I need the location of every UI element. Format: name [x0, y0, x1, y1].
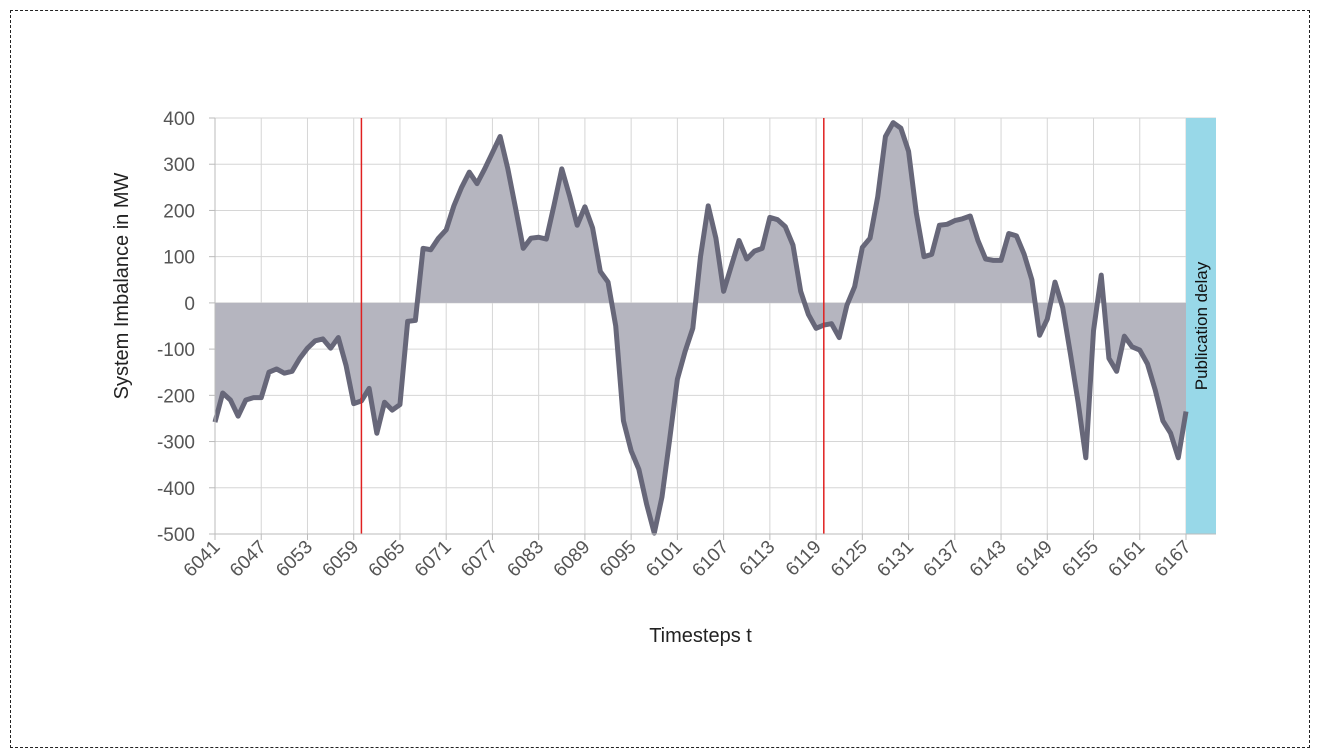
x-tick-label: 6113 [736, 537, 780, 581]
y-axis-title: System Imbalance in MW [111, 173, 133, 400]
y-tick-label: 0 [184, 294, 195, 315]
x-tick-label: 6119 [782, 537, 826, 581]
x-axis-title: Timesteps t [649, 625, 752, 647]
x-tick-label: 6077 [457, 537, 502, 582]
y-tick-label: -300 [157, 433, 195, 454]
x-tick-label: 6047 [226, 537, 271, 582]
y-tick-label: -100 [157, 340, 195, 361]
x-tick-label: 6137 [920, 537, 965, 582]
y-tick-label: -500 [157, 525, 195, 546]
x-tick-label: 6107 [688, 537, 733, 582]
x-tick-label: 6065 [365, 537, 410, 582]
x-tick-label: 6149 [1012, 537, 1057, 582]
x-tick-label: 6089 [550, 537, 595, 582]
y-tick-label: 100 [163, 248, 195, 269]
x-tick-label: 6143 [966, 537, 1011, 582]
y-tick-label: -200 [157, 386, 195, 407]
publication-delay-band [1186, 118, 1216, 534]
x-tick-label: 6083 [503, 537, 548, 582]
chart-frame [10, 10, 1310, 748]
x-tick-label: 6059 [319, 537, 364, 582]
x-tick-label: 6125 [827, 537, 872, 582]
x-tick-label: 6167 [1151, 537, 1196, 582]
x-tick-label: 6053 [272, 537, 317, 582]
x-tick-label: 6131 [873, 537, 918, 582]
x-tick-label: 6071 [411, 537, 456, 582]
x-tick-label: 6095 [596, 537, 641, 582]
imbalance-series-line [212, 120, 1189, 536]
y-tick-label: 400 [163, 109, 195, 130]
y-tick-label: 300 [163, 155, 195, 176]
y-tick-label: -400 [157, 479, 195, 500]
publication-delay-label: Publication delay [1192, 261, 1211, 390]
x-tick-label: 6101 [642, 537, 687, 582]
x-tick-label: 6155 [1058, 537, 1103, 582]
y-tick-label: 200 [163, 201, 195, 222]
x-tick-label: 6161 [1105, 537, 1150, 582]
